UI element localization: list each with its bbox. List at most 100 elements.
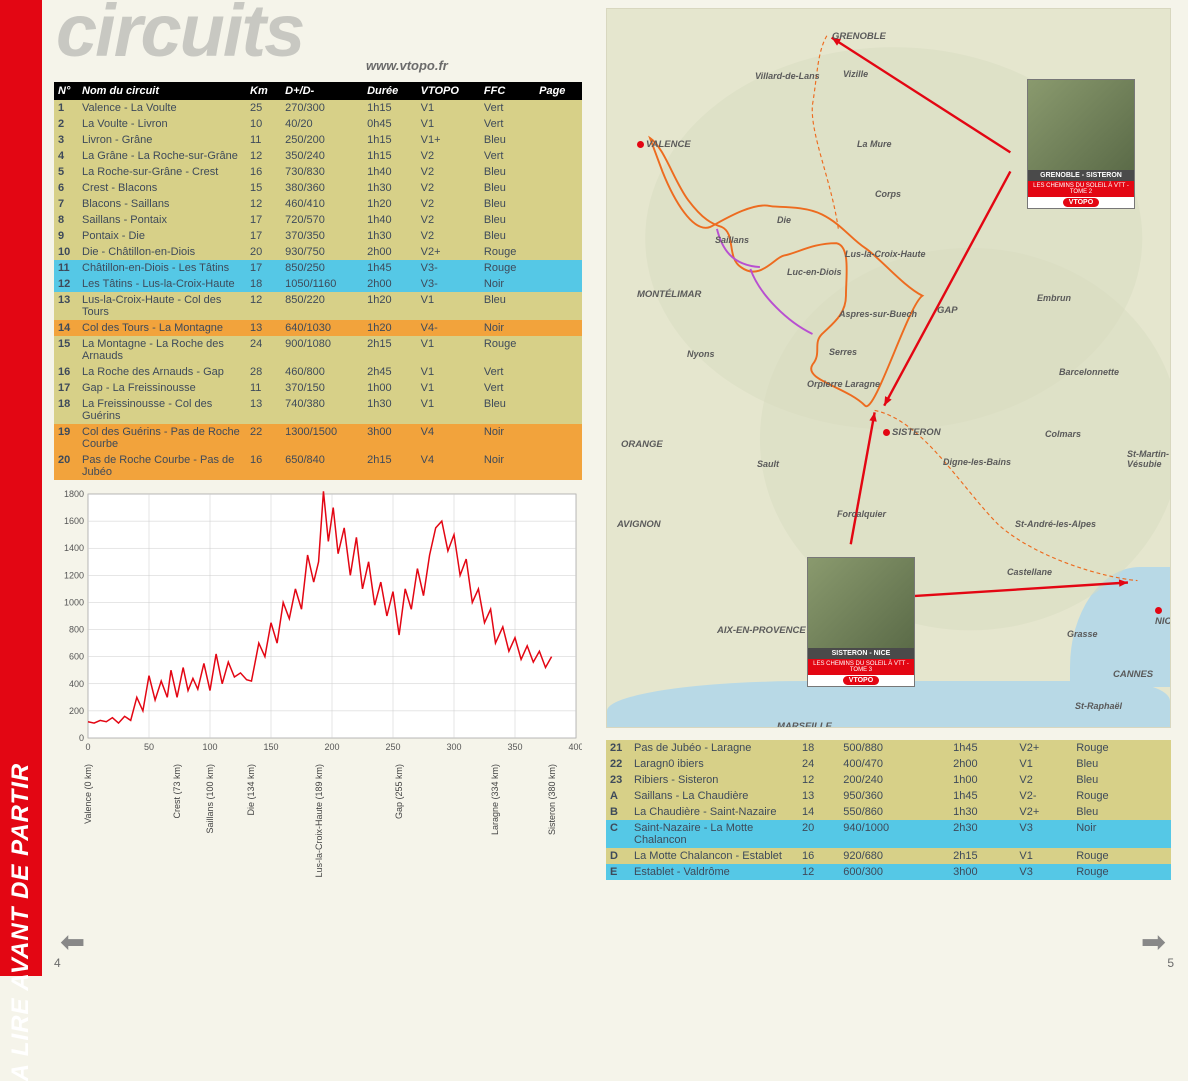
city-label: St-Martin-Vésubie: [1127, 449, 1170, 469]
svg-text:1800: 1800: [64, 489, 84, 499]
table-row: 14Col des Tours - La Montagne13640/10301…: [54, 320, 582, 336]
book-cover: GRENOBLE - SISTERON LES CHEMINS DU SOLEI…: [1027, 79, 1135, 209]
city-label: MARSEILLE: [777, 721, 832, 728]
table-row: 21Pas de Jubéo - Laragne18500/8801h45V2+…: [606, 740, 1171, 756]
xtick-label: Crest (73 km): [172, 764, 182, 819]
table-row: 12Les Tâtins - Lus-la-Croix-Haute181050/…: [54, 276, 582, 292]
city-label: Villard-de-Lans: [755, 71, 820, 81]
city-label: VALENCE: [637, 139, 691, 150]
left-page: circuits www.vtopo.fr N°Nom du circuitKm…: [42, 0, 594, 976]
svg-text:400: 400: [69, 679, 84, 689]
book-subtitle: LES CHEMINS DU SOLEIL À VTT - TOME 3: [808, 659, 914, 675]
table-row: ASaillans - La Chaudière13950/3601h45V2-…: [606, 788, 1171, 804]
left-red-bar: A LIRE AVANT DE PARTIR: [0, 0, 42, 976]
city-label: Sault: [757, 459, 779, 469]
city-label: Lus-la-Croix-Haute: [845, 249, 926, 259]
col-n°: N°: [54, 82, 78, 100]
city-label: Orpierre Laragne: [807, 379, 880, 389]
svg-text:250: 250: [385, 742, 400, 752]
svg-text:1000: 1000: [64, 597, 84, 607]
book-image: [808, 558, 914, 648]
svg-text:400: 400: [568, 742, 582, 752]
table-row: 3Livron - Grâne11250/2001h15V1+Bleu: [54, 132, 582, 148]
table-row: 7Blacons - Saillans12460/4101h20V2Bleu: [54, 196, 582, 212]
city-label: Castellane: [1007, 567, 1052, 577]
city-label: NICE: [1155, 605, 1171, 627]
route-map: GRENOBLEVillard-de-LansVizilleVALENCELa …: [606, 8, 1171, 728]
city-label: Corps: [875, 189, 901, 199]
xtick-label: Laragne (334 km): [490, 764, 500, 835]
elevation-chart: 0200400600800100012001400160018000501001…: [54, 488, 582, 858]
table-row: EEstablet - Valdrôme12600/3003h00V3Rouge: [606, 864, 1171, 880]
city-label: La Mure: [857, 139, 892, 149]
svg-text:100: 100: [202, 742, 217, 752]
xtick-label: Gap (255 km): [394, 764, 404, 819]
table-row: 6Crest - Blacons15380/3601h30V2Bleu: [54, 180, 582, 196]
city-label: St-Raphaël: [1075, 701, 1122, 711]
right-page: GRENOBLEVillard-de-LansVizilleVALENCELa …: [594, 0, 1183, 976]
city-label: Luc-en-Diois: [787, 267, 842, 277]
city-label: Die: [777, 215, 791, 225]
table-row: 13Lus-la-Croix-Haute - Col des Tours1285…: [54, 292, 582, 320]
table-row: 17Gap - La Freissinousse11370/1501h00V1V…: [54, 380, 582, 396]
city-label: Colmars: [1045, 429, 1081, 439]
city-label: St-André-les-Alpes: [1015, 519, 1096, 529]
city-label: Saillans: [715, 235, 749, 245]
table-row: 20Pas de Roche Courbe - Pas de Jubéo1665…: [54, 452, 582, 480]
table-row: BLa Chaudière - Saint-Nazaire14550/8601h…: [606, 804, 1171, 820]
table-row: 11Châtillon-en-Diois - Les Tâtins17850/2…: [54, 260, 582, 276]
city-label: Digne-les-Bains: [943, 457, 1011, 467]
xtick-label: Die (134 km): [246, 764, 256, 816]
signpost-left-icon: ⬅: [60, 925, 85, 960]
xtick-label: Valence (0 km): [83, 764, 93, 824]
svg-text:0: 0: [85, 742, 90, 752]
book-subtitle: LES CHEMINS DU SOLEIL À VTT - TOME 2: [1028, 181, 1134, 197]
city-label: Serres: [829, 347, 857, 357]
table-row: 23Ribiers - Sisteron12200/2401h00V2Bleu: [606, 772, 1171, 788]
table-row: 16La Roche des Arnauds - Gap28460/8002h4…: [54, 364, 582, 380]
svg-text:1400: 1400: [64, 543, 84, 553]
svg-text:1600: 1600: [64, 516, 84, 526]
svg-text:150: 150: [263, 742, 278, 752]
city-label: Nyons: [687, 349, 715, 359]
city-label: Barcelonnette: [1059, 367, 1119, 377]
xtick-label: Lus-la-Croix-Haute (189 km): [314, 764, 324, 878]
book-logo: VTOPO: [808, 675, 914, 686]
svg-text:600: 600: [69, 652, 84, 662]
city-label: Vizille: [843, 69, 868, 79]
table-row: 15La Montagne - La Roche des Arnauds2490…: [54, 336, 582, 364]
signpost-right-icon: ➡: [1141, 925, 1166, 960]
circuits-table-left: N°Nom du circuitKmD+/D-DuréeVTOPOFFCPage…: [54, 82, 582, 480]
book-title: SISTERON - NICE: [808, 648, 914, 659]
svg-text:800: 800: [69, 625, 84, 635]
svg-text:350: 350: [507, 742, 522, 752]
city-label: CANNES: [1113, 669, 1153, 680]
city-label: SISTERON: [883, 427, 941, 438]
book-logo: VTOPO: [1028, 197, 1134, 208]
col-km: Km: [246, 82, 281, 100]
table-row: DLa Motte Chalancon - Establet16920/6802…: [606, 848, 1171, 864]
book-cover: SISTERON - NICE LES CHEMINS DU SOLEIL À …: [807, 557, 915, 687]
table-row: 2La Voulte - Livron1040/200h45V1Vert: [54, 116, 582, 132]
svg-text:200: 200: [69, 706, 84, 716]
xtick-label: Sisteron (380 km): [547, 764, 557, 835]
table-row: 1Valence - La Voulte25270/3001h15V1Vert: [54, 100, 582, 116]
table-row: 8Saillans - Pontaix17720/5701h40V2Bleu: [54, 212, 582, 228]
svg-text:300: 300: [446, 742, 461, 752]
city-label: Grasse: [1067, 629, 1098, 639]
xtick-label: Saillans (100 km): [205, 764, 215, 834]
table-row: 5La Roche-sur-Grâne - Crest16730/8301h40…: [54, 164, 582, 180]
city-label: GAP: [937, 305, 958, 316]
svg-text:0: 0: [79, 733, 84, 743]
city-label: MONTÉLIMAR: [637, 289, 701, 300]
col-ffc: FFC: [480, 82, 535, 100]
circuits-table-right: 21Pas de Jubéo - Laragne18500/8801h45V2+…: [606, 740, 1171, 880]
table-row: 22Laragn0 ibiers24400/4702h00V1Bleu: [606, 756, 1171, 772]
city-label: AVIGNON: [617, 519, 661, 530]
svg-text:1200: 1200: [64, 570, 84, 580]
city-label: ORANGE: [621, 439, 663, 450]
city-label: AIX-EN-PROVENCE: [717, 625, 806, 636]
col-vtopo: VTOPO: [417, 82, 480, 100]
table-row: 18La Freissinousse - Col des Guérins1374…: [54, 396, 582, 424]
page-number-left: 4: [54, 956, 61, 970]
